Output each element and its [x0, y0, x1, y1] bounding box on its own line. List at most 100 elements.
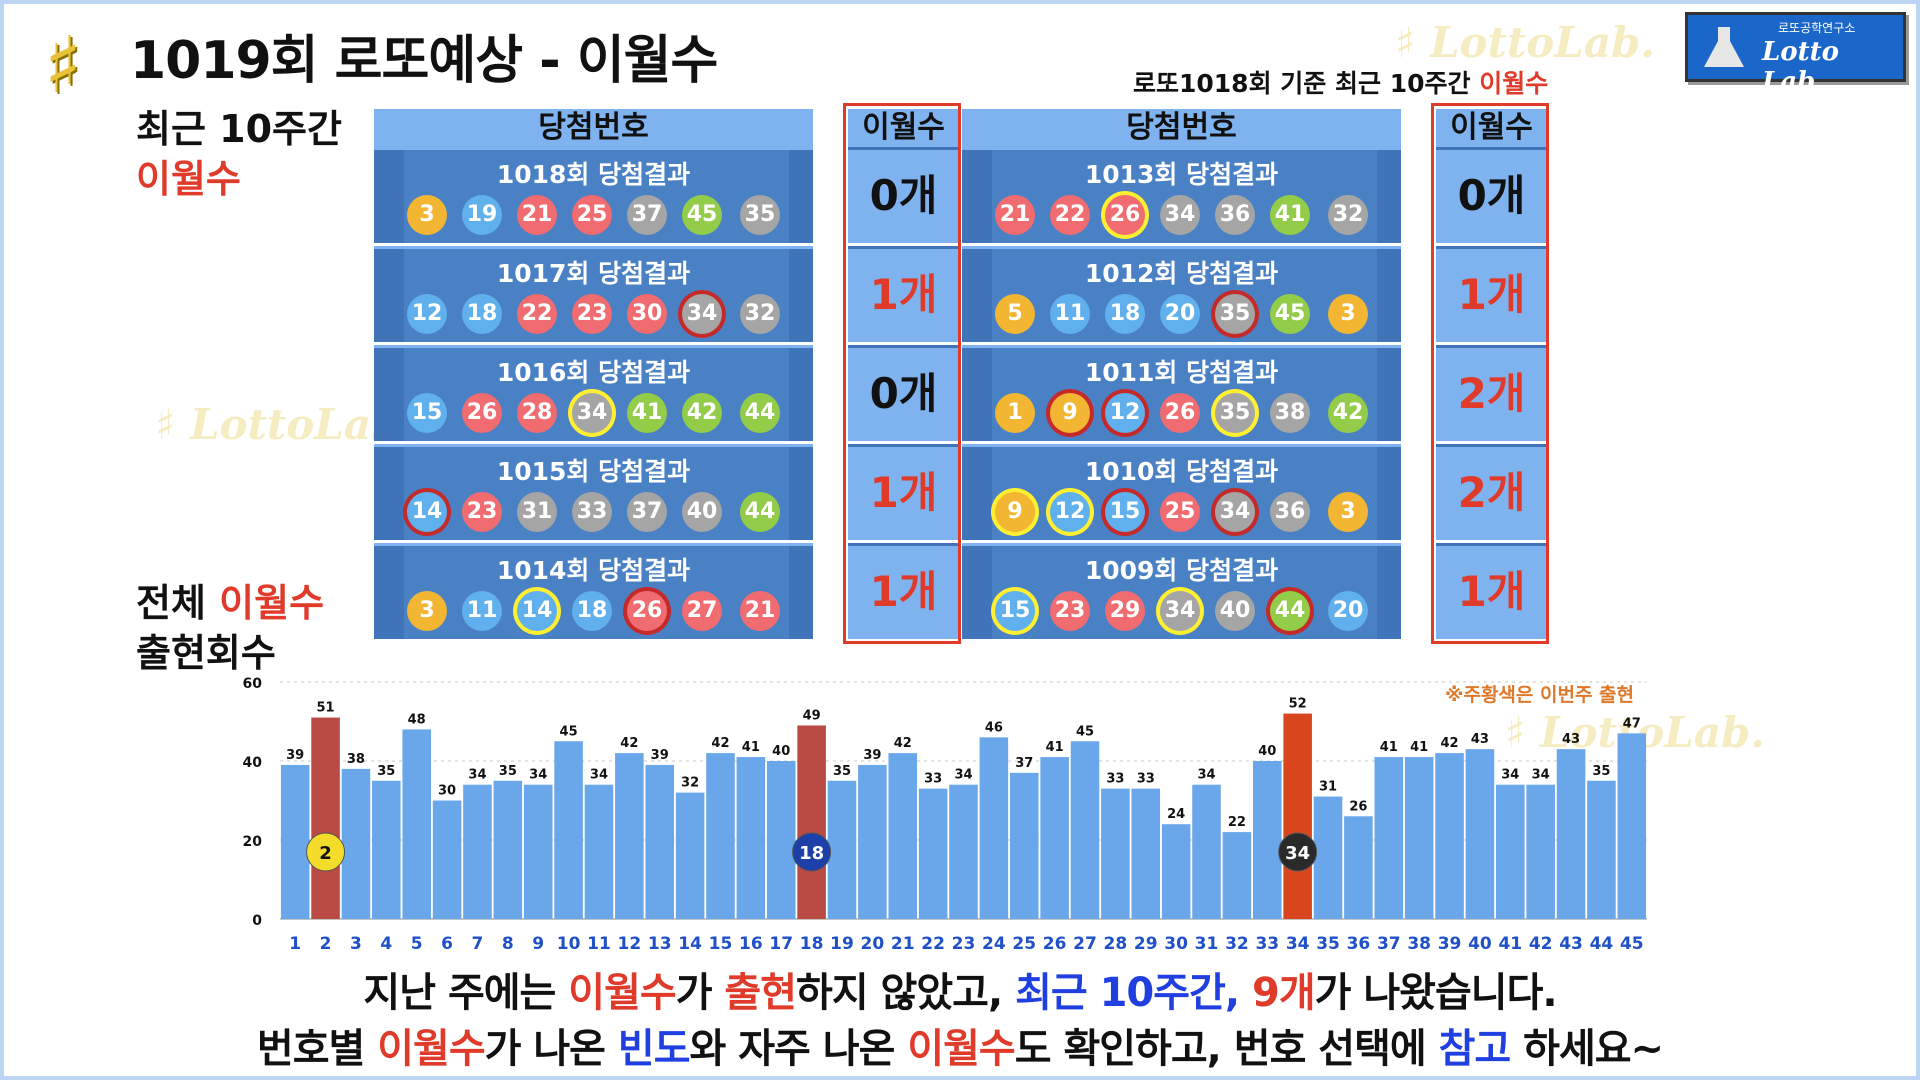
bar [1161, 824, 1191, 919]
lotto-ball: 18 [572, 591, 612, 631]
bar [432, 800, 462, 919]
x-tick-label: 7 [472, 934, 484, 954]
bottom-text-segment: 하세요~ [1510, 1026, 1664, 1072]
y-tick-label: 60 [243, 676, 263, 692]
bar [493, 780, 523, 919]
x-tick-label: 12 [618, 934, 642, 954]
data-label: 43 [1471, 732, 1489, 747]
draw-label: 1012회 당첨결과 [1084, 259, 1279, 288]
data-label: 34 [529, 768, 547, 783]
bar [736, 757, 766, 919]
draw-row: 1015회 당첨결과 14 23 31 33 37 40 44 [374, 444, 813, 540]
bar [1435, 753, 1464, 919]
lotto-ball: 44 [1270, 591, 1310, 631]
lotto-ball: 22 [1050, 195, 1090, 235]
x-tick-label: 16 [739, 934, 763, 954]
x-tick-label: 17 [769, 934, 793, 954]
bonus-ball: 32 [740, 294, 780, 334]
lotto-ball: 37 [627, 492, 667, 532]
bar [1101, 788, 1130, 919]
bar [1617, 733, 1647, 919]
lotto-ball: 34 [1160, 591, 1200, 631]
bar [1587, 780, 1616, 919]
bar [949, 784, 978, 919]
lotto-ball: 20 [1160, 294, 1200, 334]
bar [1556, 749, 1586, 919]
lotto-ball: 35 [1215, 294, 1255, 334]
data-label: 22 [1228, 815, 1246, 830]
draw-label: 1011회 당첨결과 [1084, 358, 1279, 387]
lotto-ball: 37 [627, 195, 667, 235]
data-label: 38 [347, 752, 365, 767]
x-tick-label: 2 [320, 934, 332, 954]
carryover-count: 0개 [848, 147, 959, 243]
bonus-ball: 44 [740, 492, 780, 532]
logo-small-text: 로또공학연구소 [1778, 21, 1856, 35]
x-tick-label: 21 [891, 934, 915, 954]
bottom-text-segment: 출현 [724, 970, 797, 1016]
lotto-ball: 12 [407, 294, 447, 334]
lotto-ball: 21 [995, 195, 1035, 235]
draw-label: 1013회 당첨결과 [1084, 160, 1279, 189]
bonus-ball: 3 [1328, 294, 1368, 334]
count-column-highlight-left [843, 103, 961, 644]
lotto-ball: 45 [682, 195, 722, 235]
data-label: 48 [408, 712, 426, 727]
bottom-text-segment: 참고 [1438, 1026, 1512, 1072]
data-label: 42 [711, 736, 729, 751]
bottom-text-line1: 지난 주에는 이월수가 출현하지 않았고, 최근 10주간, 9개가 나왔습니다… [0, 960, 1920, 1018]
data-label: 34 [1501, 768, 1519, 783]
page-title: 1019회 로또예상 - 이월수 [130, 31, 718, 91]
lotto-ball: 34 [1215, 492, 1255, 532]
x-tick-label: 18 [800, 934, 824, 954]
lotto-ball: 30 [627, 294, 667, 334]
data-label: 34 [1197, 768, 1215, 783]
x-tick-label: 38 [1407, 934, 1431, 954]
bottom-text-segment: 이월수 [907, 1026, 1015, 1072]
bar [463, 784, 492, 919]
watermark: ♯ LottoLab. [1395, 18, 1656, 67]
lotto-ball: 33 [572, 492, 612, 532]
ball-marker-label: 2 [319, 843, 332, 864]
data-label: 45 [1076, 724, 1094, 739]
carryover-count: 1개 [848, 444, 959, 540]
bonus-ball: 42 [1328, 393, 1368, 433]
side-label-recent: 최근 10주간 이월수 [136, 104, 342, 204]
x-tick-label: 8 [502, 934, 514, 954]
ball-marker [1278, 832, 1318, 872]
bar [584, 784, 614, 919]
data-label: 43 [1562, 732, 1580, 747]
bonus-ball: 35 [740, 195, 780, 235]
bar [675, 792, 705, 919]
lotto-ball: 23 [1050, 591, 1090, 631]
bar [797, 725, 826, 919]
subtitle-highlight: 이월수 [1479, 69, 1549, 98]
data-label: 39 [863, 748, 881, 763]
draw-row: 1009회 당첨결과 15 23 29 34 40 44 20 [962, 543, 1401, 639]
data-label: 40 [772, 744, 790, 759]
data-label: 34 [468, 768, 486, 783]
bottom-text-line2: 번호별 이월수가 나온 빈도와 자주 나온 이월수도 확인하고, 번호 선택에 … [0, 1016, 1920, 1074]
x-tick-label: 6 [441, 934, 453, 954]
subtitle-prefix: 로또1018회 기준 최근 10주간 [1133, 69, 1480, 98]
bar [341, 768, 371, 919]
lotto-ball: 9 [995, 492, 1035, 532]
data-label: 34 [954, 768, 972, 783]
y-tick-label: 20 [243, 834, 263, 850]
bar [827, 780, 857, 919]
bar [523, 784, 553, 919]
lotto-ball: 3 [407, 591, 447, 631]
ball-marker-label: 34 [1285, 843, 1310, 864]
x-tick-label: 13 [648, 934, 672, 954]
x-tick-label: 11 [587, 934, 611, 954]
bar [1404, 757, 1434, 919]
lotto-ball: 36 [1215, 195, 1255, 235]
draw-row: 1011회 당첨결과 1 9 12 26 35 38 42 [962, 345, 1401, 441]
lotto-ball: 15 [407, 393, 447, 433]
bottom-text-segment: 이월수 [377, 1026, 485, 1072]
bar [280, 764, 310, 919]
bar [1465, 749, 1495, 919]
bar [1222, 832, 1252, 919]
x-tick-label: 1 [289, 934, 301, 954]
